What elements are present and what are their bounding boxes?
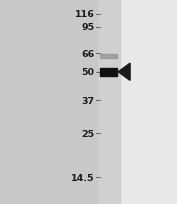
- Text: 14.5: 14.5: [71, 173, 95, 182]
- Text: 116: 116: [75, 10, 95, 19]
- Polygon shape: [118, 64, 130, 81]
- Text: 37: 37: [82, 96, 95, 105]
- Text: 95: 95: [82, 23, 95, 32]
- Text: 66: 66: [81, 50, 95, 59]
- Bar: [99, 0, 120, 204]
- Bar: [99, 0, 177, 204]
- Bar: [100, 55, 117, 58]
- Bar: [100, 69, 117, 76]
- Text: 50: 50: [82, 68, 95, 77]
- Text: 25: 25: [82, 129, 95, 138]
